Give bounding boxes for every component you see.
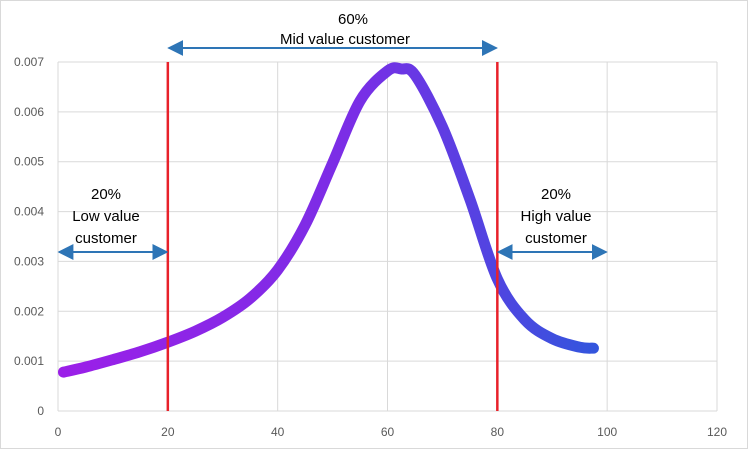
high-segment-label: High value (521, 208, 592, 225)
low-percent-label: 20% (91, 186, 121, 203)
x-tick-label: 80 (491, 425, 505, 439)
y-tick-label: 0.005 (14, 155, 44, 169)
x-tick-label: 0 (55, 425, 62, 439)
distribution-curve (57, 62, 599, 378)
mid-segment-label: Mid value customer (280, 31, 410, 48)
y-tick-label: 0.003 (14, 254, 44, 268)
x-tick-label: 20 (161, 425, 175, 439)
low-segment-label: Low value (72, 208, 140, 225)
x-tick-label: 100 (597, 425, 617, 439)
grid-lines (57, 61, 718, 412)
y-tick-label: 0 (37, 404, 44, 418)
x-tick-label: 40 (271, 425, 285, 439)
y-tick-label: 0.007 (14, 55, 44, 69)
y-tick-label: 0.006 (14, 105, 44, 119)
high-segment-label-2: customer (525, 230, 587, 247)
y-tick-label: 0.001 (14, 354, 44, 368)
y-tick-labels: 0 0.001 0.002 0.003 0.004 0.005 0.006 0.007 (14, 55, 44, 418)
y-tick-label: 0.004 (14, 205, 44, 219)
x-tick-label: 60 (381, 425, 395, 439)
x-tick-labels: 0 20 40 60 80 100 120 (55, 425, 728, 439)
mid-percent-label: 60% (338, 11, 368, 28)
x-tick-label: 120 (707, 425, 727, 439)
low-segment-label-2: customer (75, 230, 137, 247)
high-percent-label: 20% (541, 186, 571, 203)
y-tick-label: 0.002 (14, 304, 44, 318)
